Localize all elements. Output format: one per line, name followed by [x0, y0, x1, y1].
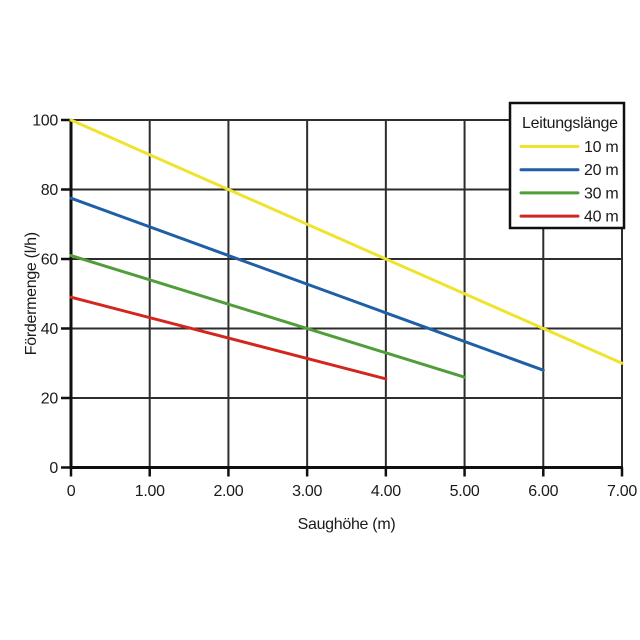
x-tick-label-4.00: 4.00 — [371, 483, 401, 500]
y-tick-label-80: 80 — [41, 182, 59, 199]
legend-label-20-m: 20 m — [584, 162, 618, 179]
x-tick-label-7.00: 7.00 — [607, 483, 637, 500]
y-axis-title: Fördermenge (l/h) — [23, 232, 40, 355]
y-tick-label-100: 100 — [32, 113, 58, 130]
x-tick-label-2.00: 2.00 — [213, 483, 243, 500]
series-line-10-m — [69, 118, 624, 365]
y-tick-label-20: 20 — [41, 391, 59, 408]
x-tick-label-1.00: 1.00 — [135, 483, 165, 500]
series-line-30-m — [69, 254, 467, 379]
y-tick-label-60: 60 — [41, 252, 59, 269]
y-tick-label-40: 40 — [41, 321, 59, 338]
legend-label-10-m: 10 m — [584, 139, 618, 156]
x-tick-label-5.00: 5.00 — [450, 483, 480, 500]
legend-label-40-m: 40 m — [584, 209, 618, 226]
x-axis-title: Saughöhe (m) — [298, 516, 396, 533]
x-tick-label-0: 0 — [67, 483, 76, 500]
legend-box — [508, 101, 626, 230]
x-tick-label-6.00: 6.00 — [528, 483, 558, 500]
legend-title: Leitungslänge — [522, 115, 618, 132]
series-line-20-m — [69, 196, 545, 372]
series-line-40-m — [69, 295, 388, 381]
legend-label-30-m: 30 m — [584, 185, 618, 202]
x-tick-label-3.00: 3.00 — [292, 483, 322, 500]
y-tick-label-0: 0 — [49, 460, 58, 477]
